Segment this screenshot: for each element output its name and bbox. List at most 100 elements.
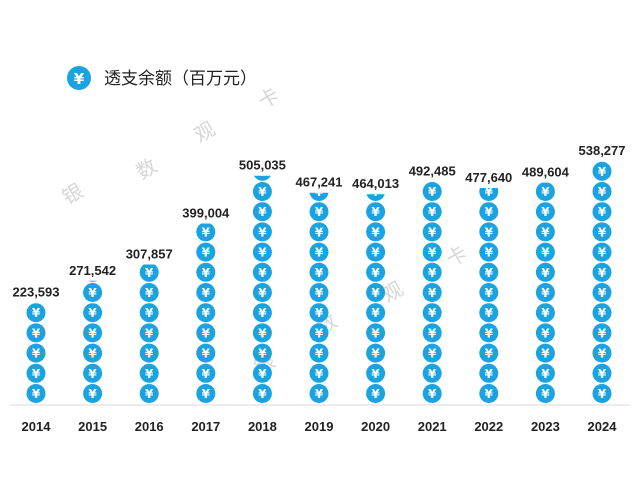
yuan-coin-icon: ¥ (252, 363, 272, 383)
value-labels: 223,593 271,542 307,857 399,004 505,035 467,2… (13, 143, 626, 300)
yuan-coin-icon: ¥ (592, 323, 612, 343)
svg-text:¥: ¥ (88, 286, 97, 300)
yuan-coin-icon: ¥ (252, 384, 272, 403)
x-tick-label: 2017 (191, 419, 220, 434)
svg-text:¥: ¥ (145, 266, 154, 280)
svg-text:¥: ¥ (258, 367, 267, 381)
svg-text:¥: ¥ (315, 225, 324, 239)
svg-text:¥: ¥ (598, 306, 607, 320)
svg-text:¥: ¥ (258, 185, 267, 199)
svg-text:¥: ¥ (541, 387, 550, 401)
yuan-coin-icon: ¥ (366, 262, 386, 282)
yuan-coin-icon: ¥ (592, 384, 612, 403)
svg-text:¥: ¥ (371, 246, 380, 260)
svg-text:¥: ¥ (202, 367, 211, 381)
yuan-coin-icon: ¥ (592, 202, 612, 222)
yuan-coin-icon: ¥ (83, 343, 103, 363)
svg-text:¥: ¥ (315, 387, 324, 401)
svg-text:¥: ¥ (88, 347, 97, 361)
yuan-coin-icon: ¥ (309, 283, 329, 302)
svg-text:¥: ¥ (371, 387, 380, 401)
svg-text:¥: ¥ (598, 165, 607, 179)
svg-text:¥: ¥ (428, 225, 437, 239)
yuan-coin-icon: ¥ (535, 242, 555, 262)
svg-text:¥: ¥ (598, 266, 607, 280)
yuan-coin-icon: ¥ (139, 343, 159, 363)
yuan-coin-icon (67, 66, 91, 90)
yuan-coin-icon: ¥ (535, 182, 555, 201)
svg-text:¥: ¥ (485, 205, 494, 219)
svg-text:¥: ¥ (541, 306, 550, 320)
yuan-coin-icon: ¥ (26, 323, 46, 343)
svg-text:¥: ¥ (32, 326, 41, 340)
bar: ¥ ¥ ¥ ¥ ¥ ¥ ¥ ¥ ¥ ¥ ¥ (535, 182, 555, 403)
yuan-coin-icon: ¥ (479, 222, 499, 242)
svg-text:¥: ¥ (315, 266, 324, 280)
yuan-coin-icon: ¥ (535, 283, 555, 302)
yuan-coin-icon: ¥ (26, 384, 46, 403)
svg-text:¥: ¥ (315, 367, 324, 381)
yuan-coin-icon: ¥ (254, 175, 271, 181)
svg-text:¥: ¥ (541, 266, 550, 280)
yuan-coin-icon: ¥ (26, 363, 46, 383)
yuan-coin-icon: ¥ (535, 343, 555, 363)
yuan-coin-icon: ¥ (139, 323, 159, 343)
svg-text:¥: ¥ (145, 326, 154, 340)
bar: ¥ ¥ ¥ ¥ ¥ ¥ ¥ ¥ ¥ (196, 223, 216, 403)
svg-text:¥: ¥ (258, 205, 267, 219)
svg-text:¥: ¥ (315, 347, 324, 361)
svg-text:¥: ¥ (88, 387, 97, 401)
svg-text:¥: ¥ (202, 225, 211, 239)
yuan-coin-icon: ¥ (309, 303, 329, 323)
yuan-coin-icon: ¥ (196, 384, 216, 403)
yuan-coin-icon: ¥ (366, 194, 385, 201)
svg-text:¥: ¥ (485, 246, 494, 260)
yuan-coin-icon: ¥ (252, 182, 272, 201)
svg-text:¥: ¥ (541, 185, 550, 199)
x-axis-ticks: 2014 2015 2016 2017 2018 2019 2020 2021 2022 2023… (22, 419, 618, 434)
svg-text:¥: ¥ (145, 387, 154, 401)
yuan-coin-icon: ¥ (366, 363, 386, 383)
svg-text:¥: ¥ (541, 347, 550, 361)
yuan-coin-icon: ¥ (479, 283, 499, 302)
svg-text:¥: ¥ (258, 387, 267, 401)
svg-text:¥: ¥ (258, 306, 267, 320)
svg-text:¥: ¥ (145, 286, 154, 300)
yuan-coin-icon: ¥ (139, 384, 159, 403)
yuan-coin-icon: ¥ (252, 283, 272, 302)
yuan-coin-icon: ¥ (535, 363, 555, 383)
data-label: 505,035 (239, 158, 286, 173)
svg-text:¥: ¥ (202, 306, 211, 320)
yuan-coin-icon: ¥ (139, 363, 159, 383)
bar: ¥ ¥ ¥ ¥ ¥ ¥ ¥ ¥ ¥ ¥ ¥ (479, 188, 499, 403)
yuan-coin-icon: ¥ (422, 242, 442, 262)
data-label: 489,604 (522, 165, 570, 180)
yuan-coin-icon: ¥ (196, 363, 216, 383)
svg-text:¥: ¥ (428, 286, 437, 300)
svg-text:¥: ¥ (88, 326, 97, 340)
yuan-coin-icon: ¥ (139, 303, 159, 323)
yuan-coin-icon: ¥ (252, 303, 272, 323)
bar: ¥ ¥ ¥ ¥ ¥ ¥ ¥ (139, 264, 159, 403)
legend-icon-glyph: ¥ (74, 70, 85, 88)
svg-text:¥: ¥ (428, 387, 437, 401)
svg-text:¥: ¥ (428, 205, 437, 219)
yuan-coin-icon: ¥ (309, 343, 329, 363)
x-tick-label: 2020 (361, 419, 390, 434)
svg-text:¥: ¥ (598, 286, 607, 300)
yuan-coin-icon: ¥ (252, 262, 272, 282)
svg-text:¥: ¥ (485, 367, 494, 381)
svg-text:¥: ¥ (145, 367, 154, 381)
svg-text:¥: ¥ (202, 326, 211, 340)
data-label: 399,004 (182, 205, 230, 220)
svg-text:¥: ¥ (315, 246, 324, 260)
yuan-coin-icon: ¥ (479, 188, 499, 201)
svg-text:¥: ¥ (32, 387, 41, 401)
svg-text:¥: ¥ (598, 347, 607, 361)
data-label: 307,857 (126, 246, 173, 261)
yuan-coin-icon: ¥ (592, 242, 612, 262)
svg-text:¥: ¥ (145, 347, 154, 361)
svg-text:¥: ¥ (598, 246, 607, 260)
svg-text:¥: ¥ (258, 347, 267, 361)
yuan-coin-icon: ¥ (422, 202, 442, 222)
